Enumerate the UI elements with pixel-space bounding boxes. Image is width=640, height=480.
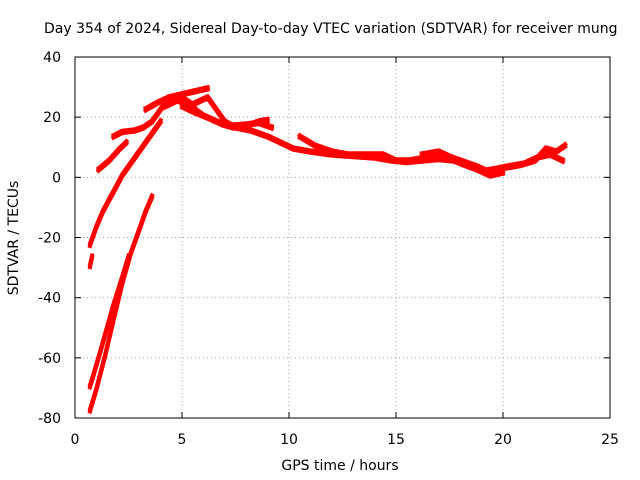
y-tick-label: 0: [52, 170, 61, 186]
series-track-b-band: [87, 119, 164, 249]
grid-lines: [75, 57, 610, 418]
series-track-j-band: [192, 96, 566, 175]
series-track-c-band: [87, 195, 155, 414]
x-axis-label: GPS time / hours: [281, 458, 398, 474]
y-axis-label: SDTVAR / TECUs: [6, 181, 22, 296]
x-tick-label: 0: [71, 432, 80, 448]
series-track-g-band: [142, 87, 211, 114]
series-track-g: [142, 84, 211, 111]
y-tick-label: 40: [43, 50, 61, 66]
series-track-i-band: [179, 104, 270, 131]
y-tick-label: -60: [38, 351, 61, 367]
data-series: [87, 84, 568, 414]
y-tick-label: -80: [38, 411, 61, 427]
x-tick-label: 20: [494, 432, 512, 448]
x-tick-label: 25: [601, 432, 619, 448]
y-tick-label: -40: [38, 291, 61, 307]
series-track-d-band: [87, 255, 131, 390]
series-track-l: [419, 148, 506, 177]
x-tick-label: 15: [387, 432, 405, 448]
x-tick-label: 5: [178, 432, 187, 448]
y-tick-label: -20: [38, 231, 61, 247]
series-track-e-band: [95, 140, 130, 174]
x-tick-label: 10: [280, 432, 298, 448]
series-track-a-band: [87, 255, 95, 270]
series-track-l-band: [419, 150, 506, 179]
axis-ticks: 0 5 10 15 20 25 -80 -60 -40 -20 0 20 40: [38, 50, 619, 448]
y-tick-label: 20: [43, 110, 61, 126]
chart-title: Day 354 of 2024, Sidereal Day-to-day VTE…: [44, 21, 618, 37]
